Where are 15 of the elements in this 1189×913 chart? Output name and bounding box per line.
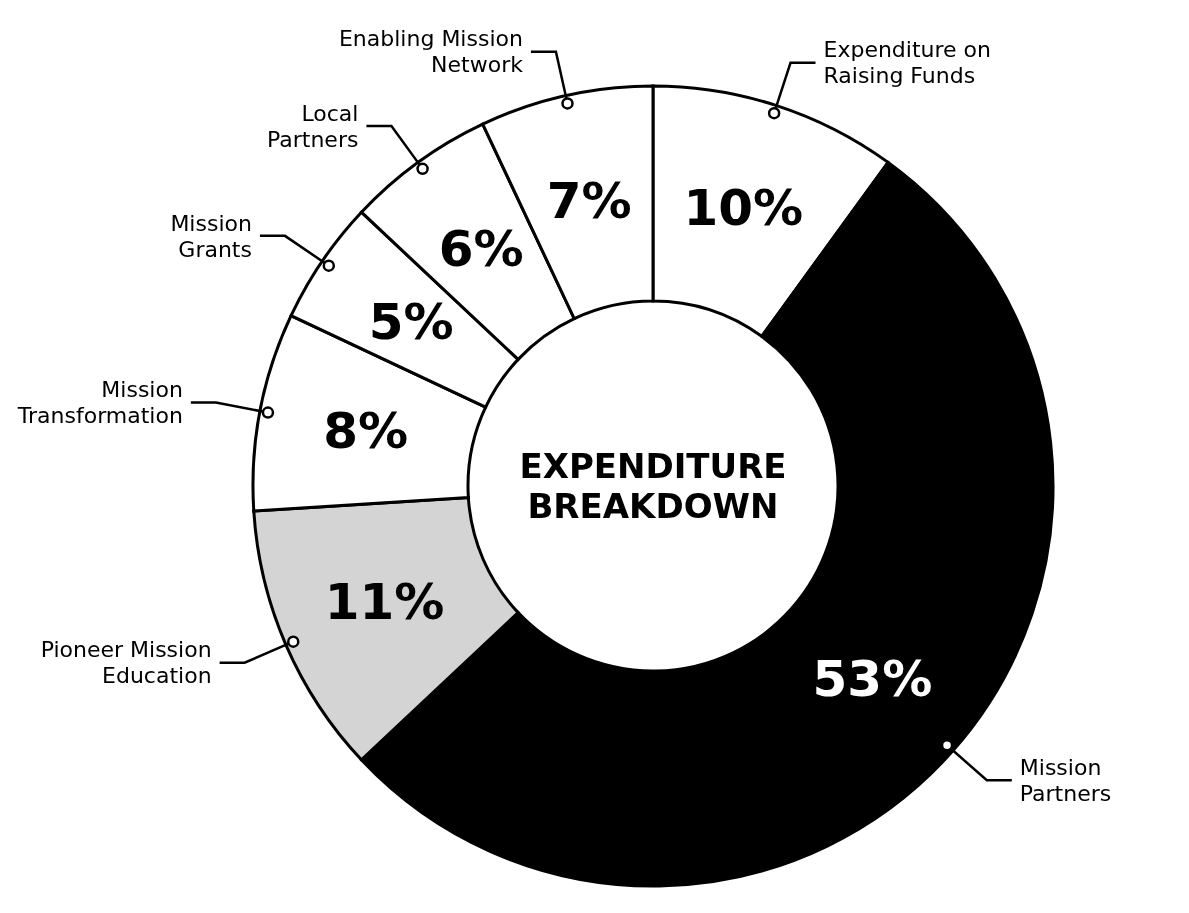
data-label: 8%	[323, 402, 409, 461]
data-label: 53%	[812, 650, 933, 709]
data-label: 5%	[368, 292, 454, 351]
data-label: 7%	[546, 171, 632, 230]
slice-label: Pioneer Mission Education	[40, 637, 212, 689]
slice-label: Mission Transformation	[16, 377, 183, 429]
slice-label: Mission Partners	[1019, 754, 1112, 806]
slice-label: Enabling Mission Network	[338, 26, 524, 78]
data-label: 10%	[683, 178, 804, 237]
data-label: 6%	[438, 220, 524, 279]
data-label: 11%	[324, 573, 445, 632]
slice-label: Local Partners	[267, 100, 359, 152]
slice-label: Expenditure on Raising Funds	[823, 37, 992, 89]
text: EXPENDITURE BREAKDOWN	[519, 445, 787, 527]
slice-label: Mission Grants	[170, 210, 252, 262]
